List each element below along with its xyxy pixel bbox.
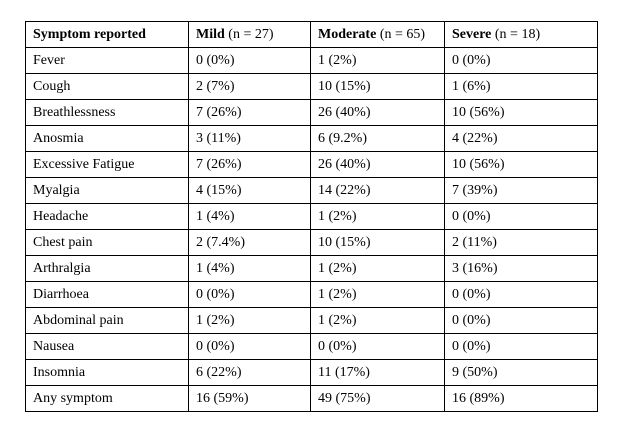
column-header-symptom-label: Symptom reported: [33, 27, 146, 42]
value-cell: 0 (0%): [444, 281, 598, 308]
value-cell: 1 (2%): [188, 307, 311, 334]
symptom-cell: Anosmia: [25, 125, 189, 152]
table-row: Any symptom 16 (59%) 49 (75%) 16 (89%): [25, 385, 598, 412]
header-row: Symptom reported Mild (n = 27) Moderate …: [25, 21, 598, 48]
value-cell: 7 (26%): [188, 99, 311, 126]
value-cell: 1 (2%): [310, 307, 445, 334]
symptom-cell: Nausea: [25, 333, 189, 360]
value-cell: 16 (59%): [188, 385, 311, 412]
value-cell: 10 (56%): [444, 151, 598, 178]
column-header-moderate-label: Moderate: [318, 27, 377, 42]
value-cell: 3 (11%): [188, 125, 311, 152]
table-row: Cough 2 (7%) 10 (15%) 1 (6%): [25, 73, 598, 100]
symptom-cell: Excessive Fatigue: [25, 151, 189, 178]
symptom-cell: Abdominal pain: [25, 307, 189, 334]
table-row: Nausea 0 (0%) 0 (0%) 0 (0%): [25, 333, 598, 360]
value-cell: 0 (0%): [444, 203, 598, 230]
value-cell: 4 (22%): [444, 125, 598, 152]
symptom-cell: Myalgia: [25, 177, 189, 204]
symptom-cell: Fever: [25, 47, 189, 74]
symptom-cell: Any symptom: [25, 385, 189, 412]
value-cell: 26 (40%): [310, 99, 445, 126]
symptom-cell: Breathlessness: [25, 99, 189, 126]
table-body: Fever 0 (0%) 1 (2%) 0 (0%) Cough 2 (7%) 10 (15…: [25, 47, 598, 412]
value-cell: 1 (2%): [310, 255, 445, 282]
value-cell: 9 (50%): [444, 359, 598, 386]
table-row: Chest pain 2 (7.4%) 10 (15%) 2 (11%): [25, 229, 598, 256]
column-header-severe-n: (n = 18): [491, 27, 541, 42]
value-cell: 0 (0%): [310, 333, 445, 360]
table-row: Headache 1 (4%) 1 (2%) 0 (0%): [25, 203, 598, 230]
symptom-cell: Chest pain: [25, 229, 189, 256]
column-header-mild: Mild (n = 27): [188, 21, 311, 48]
symptom-cell: Diarrhoea: [25, 281, 189, 308]
value-cell: 1 (2%): [310, 47, 445, 74]
table-header: Symptom reported Mild (n = 27) Moderate …: [25, 21, 598, 48]
value-cell: 1 (2%): [310, 203, 445, 230]
value-cell: 0 (0%): [444, 47, 598, 74]
value-cell: 2 (11%): [444, 229, 598, 256]
table-row: Insomnia 6 (22%) 11 (17%) 9 (50%): [25, 359, 598, 386]
table-row: Diarrhoea 0 (0%) 1 (2%) 0 (0%): [25, 281, 598, 308]
value-cell: 6 (22%): [188, 359, 311, 386]
value-cell: 16 (89%): [444, 385, 598, 412]
value-cell: 2 (7%): [188, 73, 311, 100]
symptom-cell: Headache: [25, 203, 189, 230]
value-cell: 0 (0%): [188, 333, 311, 360]
value-cell: 7 (26%): [188, 151, 311, 178]
column-header-moderate-n: (n = 65): [376, 27, 426, 42]
column-header-moderate: Moderate (n = 65): [310, 21, 445, 48]
value-cell: 2 (7.4%): [188, 229, 311, 256]
value-cell: 1 (2%): [310, 281, 445, 308]
value-cell: 7 (39%): [444, 177, 598, 204]
value-cell: 0 (0%): [188, 47, 311, 74]
symptoms-table: Symptom reported Mild (n = 27) Moderate …: [25, 21, 598, 412]
value-cell: 1 (4%): [188, 203, 311, 230]
table-row: Excessive Fatigue 7 (26%) 26 (40%) 10 (56%): [25, 151, 598, 178]
value-cell: 0 (0%): [444, 333, 598, 360]
value-cell: 26 (40%): [310, 151, 445, 178]
table-row: Arthralgia 1 (4%) 1 (2%) 3 (16%): [25, 255, 598, 282]
value-cell: 11 (17%): [310, 359, 445, 386]
value-cell: 10 (15%): [310, 73, 445, 100]
column-header-symptom: Symptom reported: [25, 21, 189, 48]
value-cell: 4 (15%): [188, 177, 311, 204]
symptom-cell: Insomnia: [25, 359, 189, 386]
symptom-cell: Arthralgia: [25, 255, 189, 282]
table-row: Breathlessness 7 (26%) 26 (40%) 10 (56%): [25, 99, 598, 126]
value-cell: 49 (75%): [310, 385, 445, 412]
table-row: Abdominal pain 1 (2%) 1 (2%) 0 (0%): [25, 307, 598, 334]
value-cell: 0 (0%): [444, 307, 598, 334]
table-row: Anosmia 3 (11%) 6 (9.2%) 4 (22%): [25, 125, 598, 152]
value-cell: 10 (15%): [310, 229, 445, 256]
column-header-severe: Severe (n = 18): [444, 21, 598, 48]
value-cell: 6 (9.2%): [310, 125, 445, 152]
value-cell: 10 (56%): [444, 99, 598, 126]
table-row: Fever 0 (0%) 1 (2%) 0 (0%): [25, 47, 598, 74]
value-cell: 14 (22%): [310, 177, 445, 204]
column-header-mild-label: Mild: [196, 27, 225, 42]
table-row: Myalgia 4 (15%) 14 (22%) 7 (39%): [25, 177, 598, 204]
value-cell: 1 (6%): [444, 73, 598, 100]
value-cell: 1 (4%): [188, 255, 311, 282]
value-cell: 0 (0%): [188, 281, 311, 308]
column-header-severe-label: Severe: [452, 27, 492, 42]
symptom-cell: Cough: [25, 73, 189, 100]
value-cell: 3 (16%): [444, 255, 598, 282]
column-header-mild-n: (n = 27): [224, 27, 274, 42]
